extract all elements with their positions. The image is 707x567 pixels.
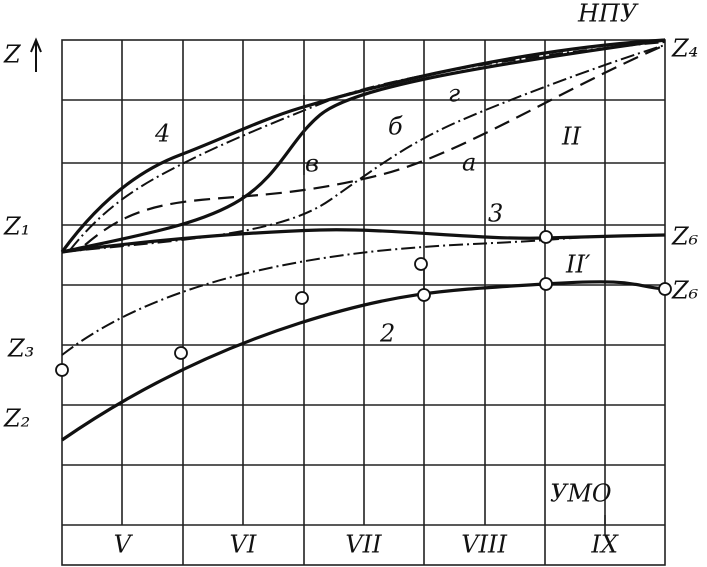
month-label: VII [345,531,382,559]
curve-label: а [462,149,476,177]
curve-v [61,38,666,254]
curve-z3 [61,234,666,356]
curve-4 [60,38,666,253]
curves [60,38,666,535]
curve-b [61,44,666,253]
z2-label: Z₂ [3,405,30,433]
curve-label: 2 [379,320,395,348]
z1-label: Z₁ [3,213,30,241]
curve-label: 4 [154,120,170,148]
point [539,230,553,244]
point [417,288,431,302]
axis-arrow [30,37,42,72]
months: V VI VII VIII IX [114,531,619,559]
z6-upper-label: Z₆ [671,223,699,251]
curve-label: б [388,113,403,141]
point [174,346,188,360]
z6-lower-label: Z₆ [671,277,699,305]
zone-label: II′ [565,251,591,279]
zone-label: II [561,123,581,151]
z4-label: Z₄ [671,35,698,63]
npu-label: НПУ [577,0,639,28]
point [295,291,309,305]
z3-label: Z₃ [7,335,34,363]
curve-label: г [448,80,460,108]
points [55,230,672,377]
curve-label: 3 [488,200,503,228]
month-label: VIII [461,531,507,559]
curve-label: в [305,150,319,178]
month-label: V [114,531,134,559]
curve-a [84,43,666,246]
point [55,363,69,377]
umo-label: УМО [550,480,612,508]
month-label: VI [229,531,256,559]
point [414,257,428,271]
point [658,282,672,296]
z-axis-label: Z [3,41,22,69]
curve-2 [61,280,666,442]
point [539,277,553,291]
month-label: IX [590,531,618,559]
